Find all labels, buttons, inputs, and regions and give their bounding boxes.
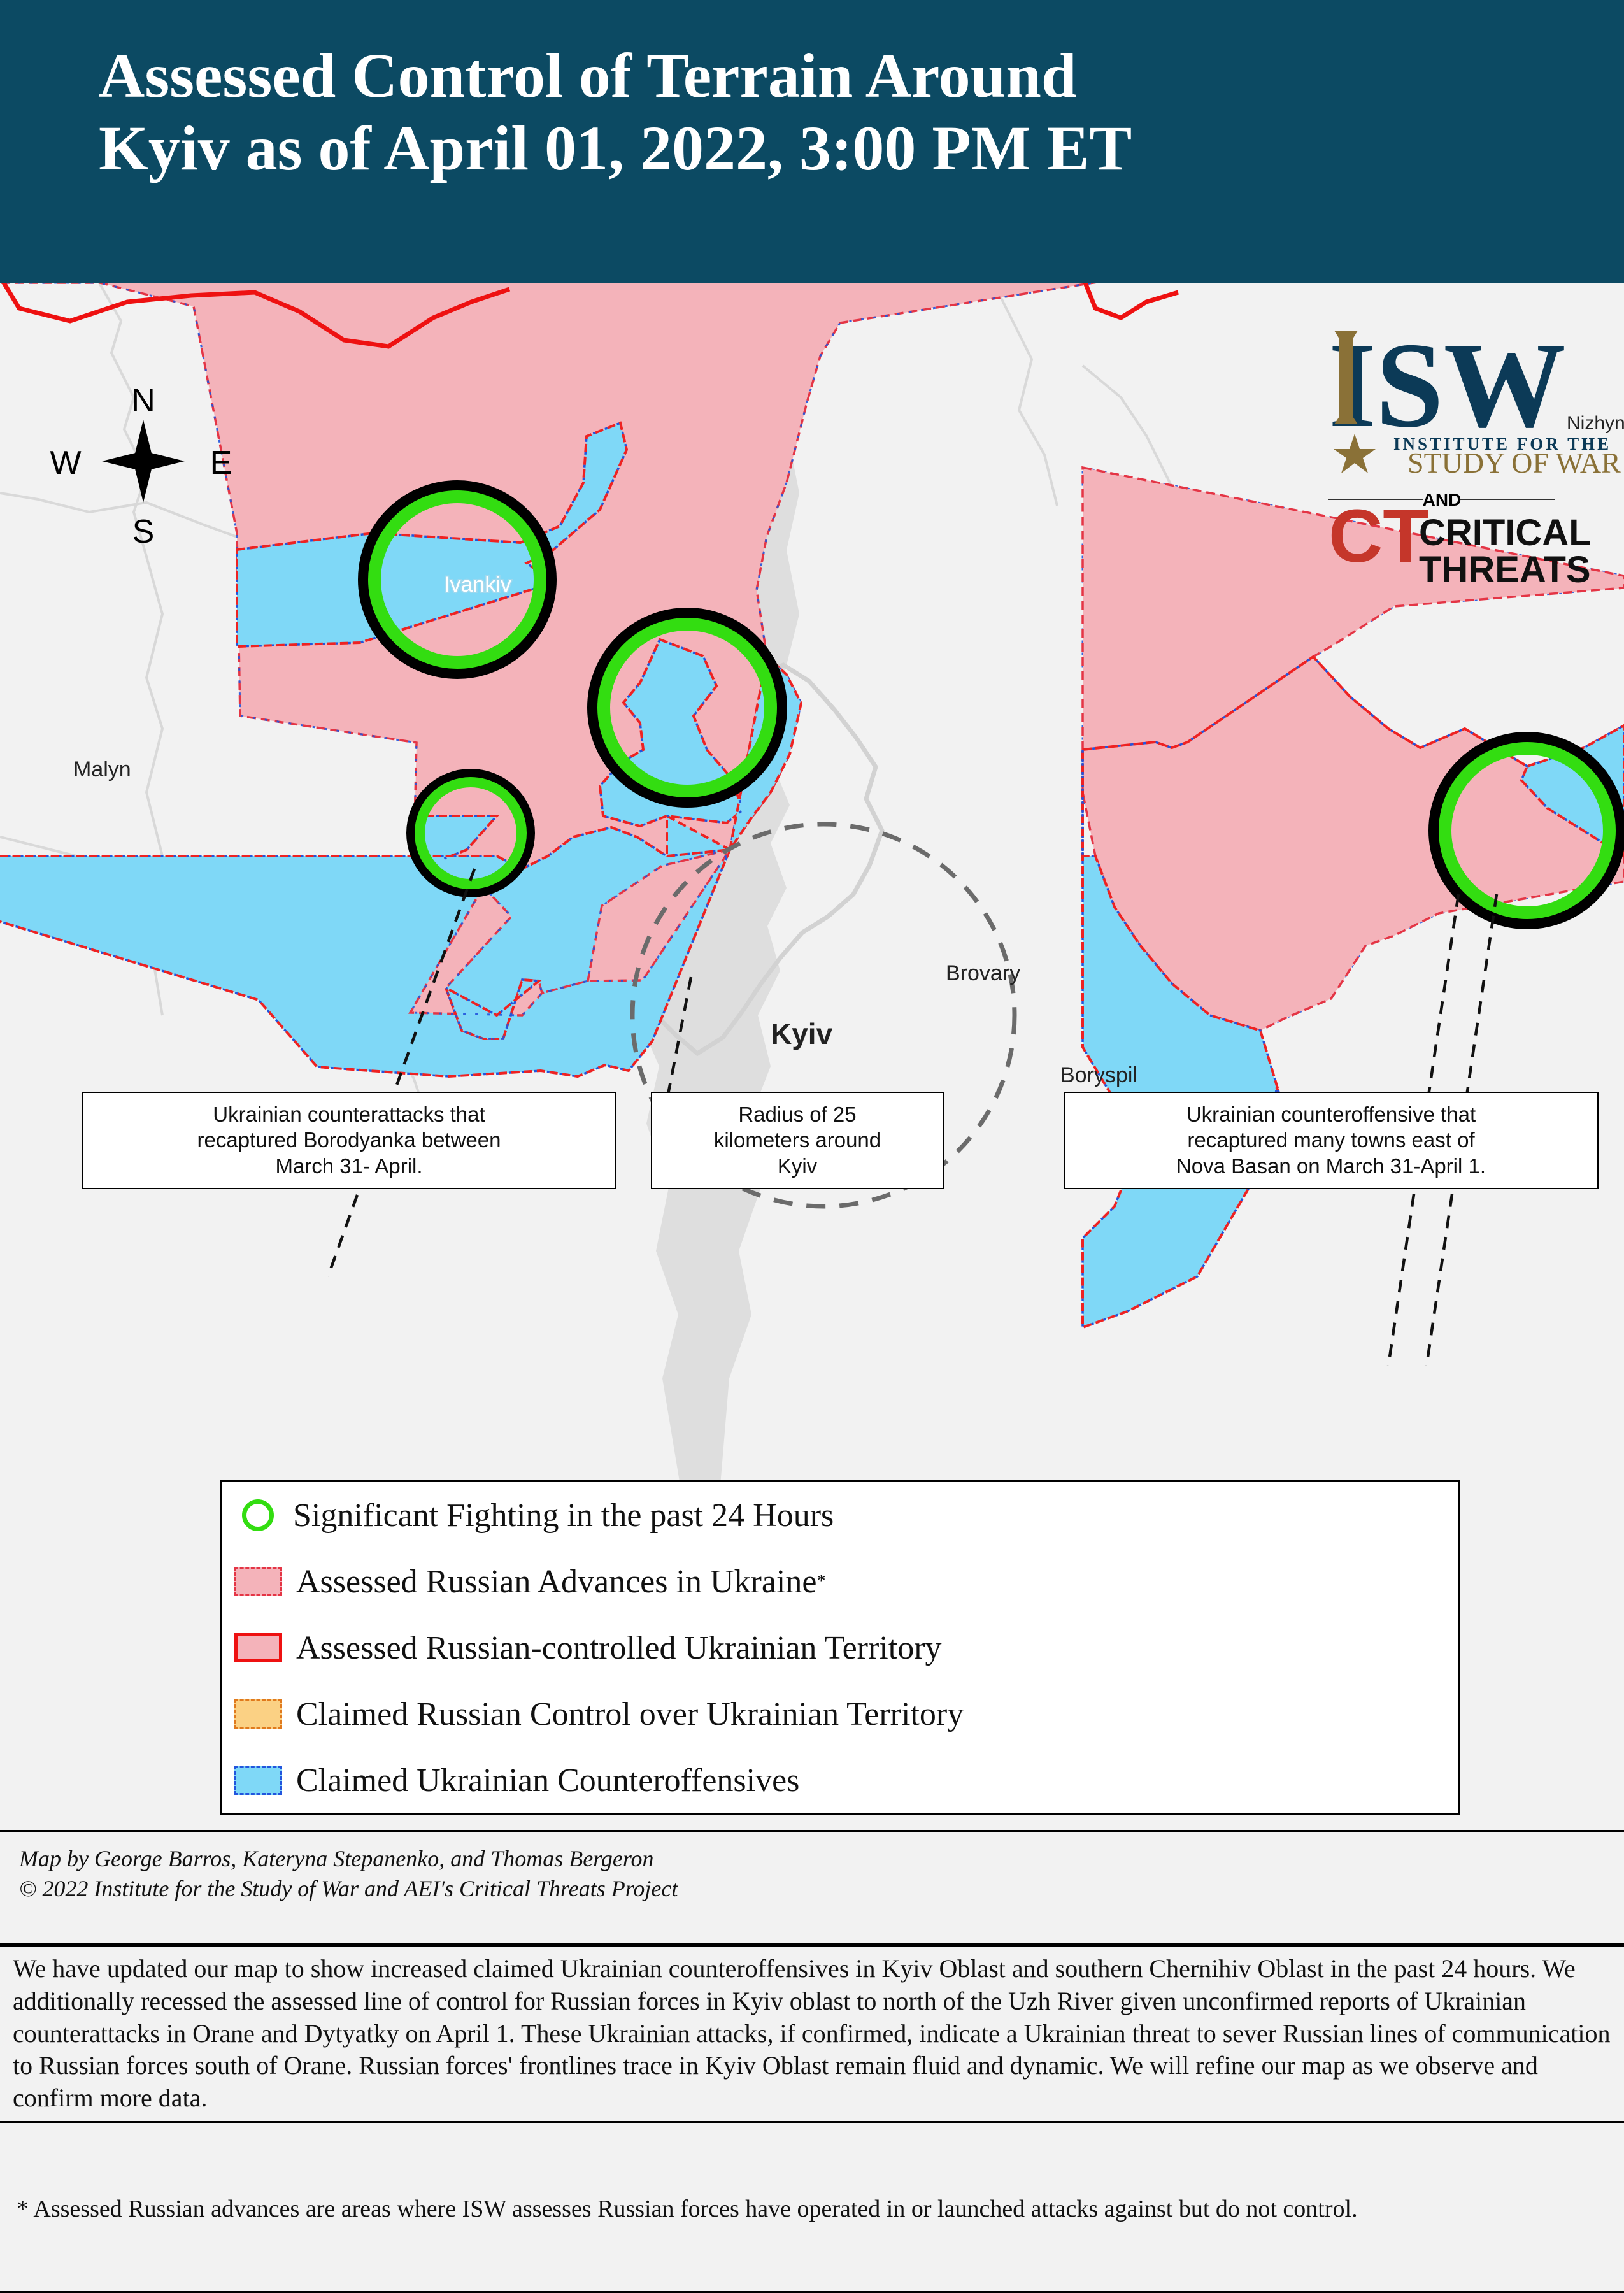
- svg-text:N: N: [131, 382, 155, 419]
- svg-text:STUDY OF WAR: STUDY OF WAR: [1407, 446, 1621, 479]
- svg-text:THREATS: THREATS: [1419, 549, 1591, 590]
- svg-text:CRITICAL: CRITICAL: [1419, 512, 1592, 554]
- svg-text:Brovary: Brovary: [946, 961, 1020, 985]
- svg-text:W: W: [50, 445, 81, 482]
- svg-text:Malyn: Malyn: [73, 757, 131, 782]
- svg-text:Boryspil: Boryspil: [1060, 1063, 1137, 1087]
- svg-text:Ivankiv: Ivankiv: [444, 573, 511, 597]
- svg-text:Nizhyn: Nizhyn: [1567, 413, 1624, 434]
- svg-text:CT: CT: [1328, 494, 1428, 578]
- svg-text:E: E: [210, 445, 232, 482]
- svg-text:Kyiv: Kyiv: [771, 1017, 833, 1050]
- svg-text:SW: SW: [1376, 317, 1566, 453]
- svg-text:S: S: [132, 513, 155, 550]
